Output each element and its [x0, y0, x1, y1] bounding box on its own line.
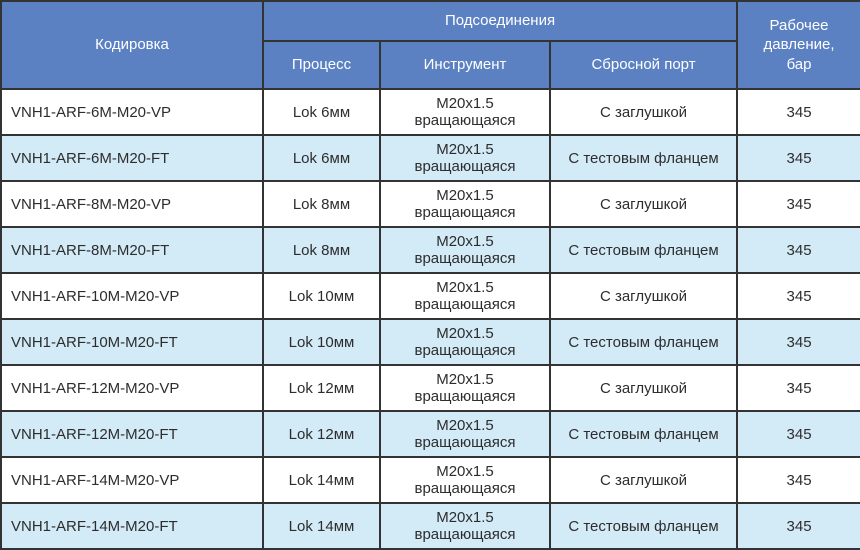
instrument-line-1: М20x1.5	[436, 186, 494, 204]
code-cell: VNH1-ARF-10M-M20-FT	[0, 318, 264, 366]
process-cell: Lok 6мм	[262, 134, 381, 182]
code-cell: VNH1-ARF-8M-M20-VP	[0, 180, 264, 228]
instrument-line-1: М20x1.5	[436, 278, 494, 296]
instrument-line-1: М20x1.5	[436, 94, 494, 112]
pressure-cell: 345	[736, 502, 860, 550]
table-row: VNH1-ARF-10M-M20-VP Lok 10мм М20x1.5 вращ…	[0, 272, 860, 320]
pressure-cell: 345	[736, 410, 860, 458]
pressure-cell: 345	[736, 180, 860, 228]
vent-port-cell: С заглушкой	[548, 364, 739, 412]
table-row: VNH1-ARF-6M-M20-VP Lok 6мм М20x1.5 вращаю…	[0, 88, 860, 136]
code-cell: VNH1-ARF-12M-M20-FT	[0, 410, 264, 458]
process-cell: Lok 6мм	[262, 88, 381, 136]
header-sub-row: Процесс Инструмент Сбросной порт	[1, 40, 860, 90]
instrument-line-1: М20x1.5	[436, 232, 494, 250]
vent-port-cell: С тестовым фланцем	[548, 318, 739, 366]
pressure-cell: 345	[736, 364, 860, 412]
pressure-cell: 345	[736, 456, 860, 504]
table-header: Кодировка Подсоединения Рабочее давление…	[0, 0, 860, 90]
instrument-line-1: М20x1.5	[436, 324, 494, 342]
table-row: VNH1-ARF-12M-M20-VP Lok 12мм М20x1.5 вращ…	[0, 364, 860, 412]
vent-port-cell: С заглушкой	[548, 272, 739, 320]
instrument-cell: М20x1.5 вращающаяся	[379, 456, 551, 504]
process-cell: Lok 8мм	[262, 180, 381, 228]
instrument-line-2: вращающаяся	[414, 112, 516, 129]
table-row: VNH1-ARF-12M-M20-FT Lok 12мм М20x1.5 вращ…	[0, 410, 860, 458]
code-cell: VNH1-ARF-12M-M20-VP	[0, 364, 264, 412]
col-header-connections-group: Подсоединения	[261, 0, 739, 42]
pressure-cell: 345	[736, 318, 860, 366]
vent-port-cell: С тестовым фланцем	[548, 410, 739, 458]
process-cell: Lok 14мм	[262, 456, 381, 504]
instrument-cell: М20x1.5 вращающаяся	[379, 272, 551, 320]
header-group-row: Кодировка Подсоединения Рабочее давление…	[0, 0, 860, 90]
instrument-line-2: вращающаяся	[414, 158, 516, 175]
code-cell: VNH1-ARF-10M-M20-VP	[0, 272, 264, 320]
process-cell: Lok 12мм	[262, 364, 381, 412]
code-cell: VNH1-ARF-14M-M20-FT	[0, 502, 264, 550]
instrument-line-2: вращающаяся	[414, 342, 516, 359]
instrument-cell: М20x1.5 вращающаяся	[379, 318, 551, 366]
col-header-coding: Кодировка	[0, 0, 264, 90]
process-cell: Lok 10мм	[262, 272, 381, 320]
col-header-instrument: Инструмент	[379, 40, 551, 90]
instrument-cell: М20x1.5 вращающаяся	[379, 226, 551, 274]
instrument-line-2: вращающаяся	[414, 480, 516, 497]
table-row: VNH1-ARF-10M-M20-FT Lok 10мм М20x1.5 вращ…	[0, 318, 860, 366]
vent-port-cell: С тестовым фланцем	[548, 502, 739, 550]
code-cell: VNH1-ARF-8M-M20-FT	[0, 226, 264, 274]
instrument-line-1: М20x1.5	[436, 416, 494, 434]
instrument-line-2: вращающаяся	[414, 250, 516, 267]
table-row: VNH1-ARF-14M-M20-FT Lok 14мм М20x1.5 вращ…	[0, 502, 860, 550]
pressure-cell: 345	[736, 226, 860, 274]
instrument-cell: М20x1.5 вращающаяся	[379, 88, 551, 136]
instrument-cell: М20x1.5 вращающаяся	[379, 502, 551, 550]
table-row: VNH1-ARF-8M-M20-FT Lok 8мм М20x1.5 вращаю…	[0, 226, 860, 274]
code-cell: VNH1-ARF-6M-M20-VP	[0, 88, 264, 136]
pressure-cell: 345	[736, 88, 860, 136]
vent-port-cell: С заглушкой	[548, 180, 739, 228]
instrument-line-2: вращающаяся	[414, 434, 516, 451]
code-cell: VNH1-ARF-14M-M20-VP	[0, 456, 264, 504]
process-cell: Lok 14мм	[262, 502, 381, 550]
instrument-line-1: М20x1.5	[436, 508, 494, 526]
instrument-line-2: вращающаяся	[414, 296, 516, 313]
instrument-cell: М20x1.5 вращающаяся	[379, 364, 551, 412]
pressure-cell: 345	[736, 134, 860, 182]
col-header-vent-port: Сбросной порт	[548, 40, 739, 90]
instrument-line-2: вращающаяся	[414, 388, 516, 405]
vent-port-cell: С заглушкой	[548, 88, 739, 136]
table-row: VNH1-ARF-6M-M20-FT Lok 6мм М20x1.5 вращаю…	[0, 134, 860, 182]
table-row: VNH1-ARF-8M-M20-VP Lok 8мм М20x1.5 вращаю…	[0, 180, 860, 228]
instrument-line-1: М20x1.5	[436, 140, 494, 158]
process-cell: Lok 8мм	[262, 226, 381, 274]
instrument-line-1: М20x1.5	[436, 370, 494, 388]
process-cell: Lok 12мм	[262, 410, 381, 458]
pressure-cell: 345	[736, 272, 860, 320]
instrument-line-1: М20x1.5	[436, 462, 494, 480]
instrument-line-2: вращающаяся	[414, 526, 516, 543]
vent-port-cell: С тестовым фланцем	[548, 226, 739, 274]
table-row: VNH1-ARF-14M-M20-VP Lok 14мм М20x1.5 вращ…	[0, 456, 860, 504]
col-header-working-pressure: Рабочее давление, бар	[736, 0, 860, 90]
process-cell: Lok 10мм	[262, 318, 381, 366]
instrument-cell: М20x1.5 вращающаяся	[379, 410, 551, 458]
vent-port-cell: С заглушкой	[548, 456, 739, 504]
instrument-cell: М20x1.5 вращающаяся	[379, 134, 551, 182]
instrument-line-2: вращающаяся	[414, 204, 516, 221]
code-cell: VNH1-ARF-6M-M20-FT	[0, 134, 264, 182]
table-body: VNH1-ARF-6M-M20-VP Lok 6мм М20x1.5 вращаю…	[0, 88, 860, 550]
col-header-process: Процесс	[262, 40, 381, 90]
vent-port-cell: С тестовым фланцем	[548, 134, 739, 182]
instrument-cell: М20x1.5 вращающаяся	[379, 180, 551, 228]
